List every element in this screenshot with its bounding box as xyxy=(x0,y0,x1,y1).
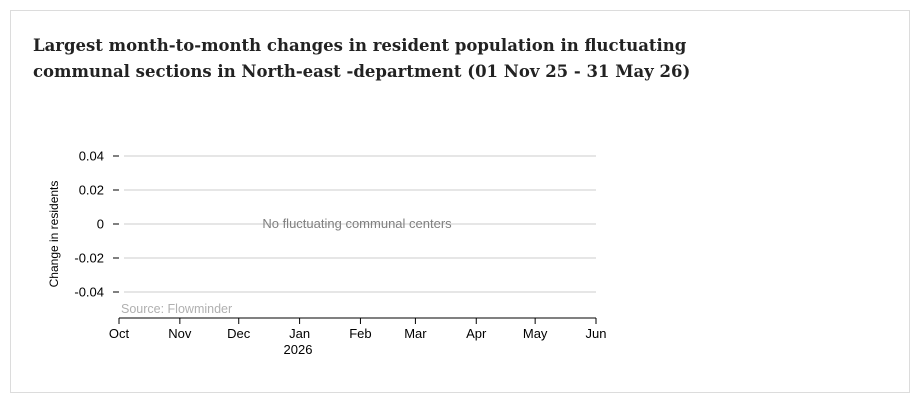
x-tick-label: Nov xyxy=(168,326,192,341)
gridlines xyxy=(124,155,596,293)
x-tick-label: Feb xyxy=(349,326,371,341)
no-data-message: No fluctuating communal centers xyxy=(262,216,452,231)
x-tick-label: Jun xyxy=(586,326,607,341)
y-axis-ticks: 0.04 0.02 0 -0.02 -0.04 xyxy=(74,149,119,300)
y-tick-label: -0.04 xyxy=(74,285,104,300)
x-tick-label: Apr xyxy=(466,326,487,341)
y-tick-label: 0 xyxy=(97,217,104,232)
x-tick-label: Mar xyxy=(404,326,427,341)
x-tick-label: Dec xyxy=(227,326,251,341)
chart-card: Largest month-to-month changes in reside… xyxy=(10,10,910,393)
source-note: Source: Flowminder xyxy=(121,302,232,316)
y-tick-label: -0.02 xyxy=(74,251,104,266)
x-axis-year-label: 2026 xyxy=(284,342,313,357)
y-axis-label: Change in residents xyxy=(47,181,61,288)
x-tick-label: May xyxy=(523,326,548,341)
x-tick-label: Jan xyxy=(289,326,310,341)
chart-title: Largest month-to-month changes in reside… xyxy=(33,36,691,81)
y-tick-label: 0.04 xyxy=(79,149,104,164)
x-tick-label: Oct xyxy=(109,326,130,341)
y-tick-label: 0.02 xyxy=(79,183,104,198)
x-axis-ticks: Oct Nov Dec Jan Feb Mar Apr May Jun xyxy=(109,318,607,341)
